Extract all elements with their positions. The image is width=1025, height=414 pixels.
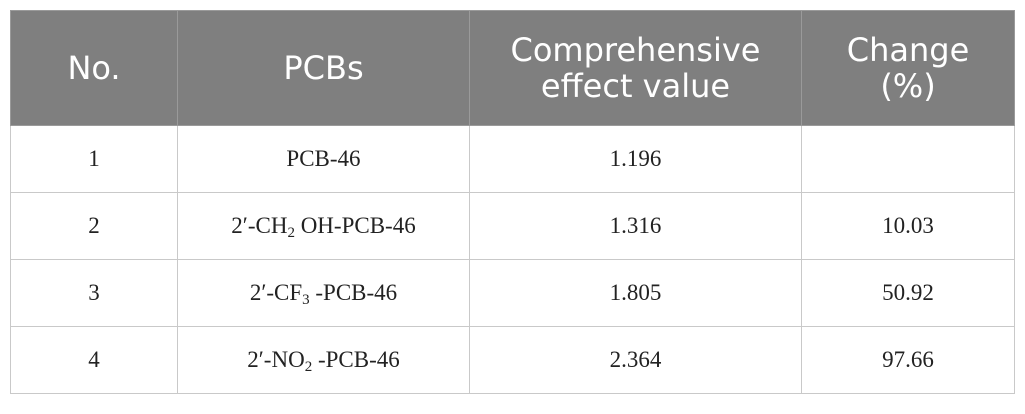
table-header: No. PCBs Comprehensive effect value Chang…	[10, 10, 1015, 126]
pcb-subscript: 2	[287, 225, 295, 241]
pcb-subscript: 2	[304, 359, 313, 375]
cell-change: 50.92	[801, 259, 1015, 327]
pcb-text-suffix: -PCB-46	[312, 347, 400, 372]
cell-pcb: 2′-NO2 -PCB-46	[177, 326, 470, 394]
cell-pcb: 2′-CF3 -PCB-46	[177, 259, 470, 327]
header-effect-value: Comprehensive effect value	[469, 10, 802, 126]
pcb-text: PCB-46	[286, 146, 361, 171]
cell-no: 4	[10, 326, 178, 394]
pcb-text-suffix: -PCB-46	[309, 280, 398, 305]
cell-pcb: 2′-CH2 OH-PCB-46	[177, 192, 470, 260]
cell-effect-value: 1.316	[469, 192, 802, 260]
header-pcbs: PCBs	[177, 10, 470, 126]
cell-effect-value: 1.805	[469, 259, 802, 327]
header-change-line2: (%)	[880, 67, 936, 105]
pcb-text-prefix: 2′-CH	[231, 213, 288, 238]
header-effect-line1: Comprehensive	[510, 31, 761, 69]
header-change-line1: Change	[846, 31, 970, 69]
cell-no: 2	[10, 192, 178, 260]
header-row: No. PCBs Comprehensive effect value Chang…	[10, 10, 1015, 126]
table-row: 2 2′-CH2 OH-PCB-46 1.316 10.03	[10, 192, 1015, 260]
pcb-text-suffix: OH-PCB-46	[294, 213, 416, 238]
cell-pcb: PCB-46	[177, 125, 470, 193]
pcb-text-prefix: 2′-NO	[247, 347, 305, 372]
cell-no: 1	[10, 125, 178, 193]
cell-change: 97.66	[801, 326, 1015, 394]
table-row: 4 2′-NO2 -PCB-46 2.364 97.66	[10, 326, 1015, 394]
cell-effect-value: 1.196	[469, 125, 802, 193]
cell-no: 3	[10, 259, 178, 327]
cell-effect-value: 2.364	[469, 326, 802, 394]
pcb-text-prefix: 2′-CF	[249, 280, 303, 305]
table-row: 3 2′-CF3 -PCB-46 1.805 50.92	[10, 259, 1015, 327]
header-effect-line2: effect value	[540, 67, 731, 105]
cell-change: 10.03	[801, 192, 1015, 260]
header-no: No.	[10, 10, 178, 126]
pcb-subscript: 3	[302, 292, 310, 308]
table-row: 1 PCB-46 1.196	[10, 125, 1015, 193]
header-change: Change (%)	[801, 10, 1015, 126]
table-body: 1 PCB-46 1.196 2 2′-CH2 OH-PCB-46 1.316 …	[10, 125, 1015, 394]
cell-change	[801, 125, 1015, 193]
pcb-effect-table: No. PCBs Comprehensive effect value Chang…	[10, 10, 1015, 394]
